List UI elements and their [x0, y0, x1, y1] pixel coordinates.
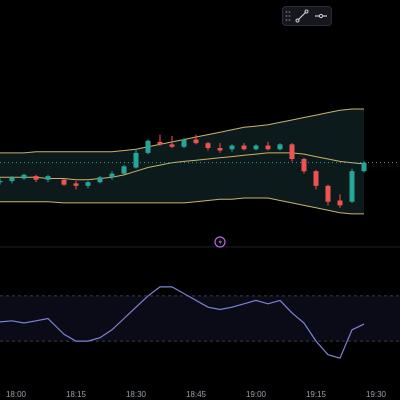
candle	[277, 143, 283, 151]
candle	[217, 143, 223, 153]
time-axis-tick-label: 19:30	[366, 390, 387, 399]
candle	[253, 144, 259, 151]
candle-body	[205, 143, 211, 149]
candle	[0, 178, 3, 185]
candle	[193, 134, 199, 145]
time-axis-tick-label: 19:00	[246, 390, 267, 399]
candle-body	[45, 176, 51, 180]
candle-body	[253, 145, 259, 150]
candle	[265, 141, 271, 151]
candle-body	[33, 176, 39, 180]
candle-body	[265, 145, 271, 150]
candle-body	[0, 180, 3, 183]
candle-body	[277, 144, 283, 150]
trend-line-button[interactable]	[293, 7, 312, 25]
candle-body	[61, 179, 67, 185]
drag-handle[interactable]	[283, 7, 293, 25]
event-marker[interactable]	[214, 236, 226, 248]
candle	[97, 176, 103, 184]
trend-line-icon	[295, 9, 309, 23]
candle	[361, 161, 367, 173]
candle	[121, 165, 127, 175]
candle-body	[289, 144, 295, 159]
candle-body	[349, 171, 355, 202]
rsi-band-background	[0, 295, 400, 342]
candle-body	[85, 182, 91, 186]
candles-group	[0, 134, 367, 208]
candle-body	[133, 152, 139, 168]
candle-body	[325, 185, 331, 202]
candle-body	[337, 200, 343, 206]
lightning-icon	[218, 238, 222, 246]
drawing-toolbar	[282, 6, 332, 26]
candle-body	[109, 173, 115, 178]
time-axis-tick-label: 18:45	[186, 390, 207, 399]
candle	[349, 168, 355, 203]
candle-body	[121, 166, 127, 174]
candle	[205, 141, 211, 151]
rsi-pane[interactable]	[0, 286, 400, 359]
candle	[229, 144, 235, 152]
candle	[33, 174, 39, 183]
candle	[157, 134, 163, 146]
candle	[289, 143, 295, 162]
candle	[181, 138, 187, 149]
candle	[313, 169, 319, 190]
candle-body	[313, 171, 319, 186]
time-axis-tick-label: 18:30	[126, 390, 147, 399]
candle-body	[157, 141, 163, 145]
time-axis-tick-label: 18:00	[6, 390, 27, 399]
horizontal-line-button[interactable]	[312, 7, 331, 25]
candle	[45, 174, 51, 183]
candle-body	[9, 177, 15, 181]
candle	[109, 171, 115, 180]
horizontal-line-icon	[315, 13, 328, 19]
candle	[169, 135, 175, 149]
candle-body	[169, 144, 175, 147]
candle	[337, 194, 343, 208]
candle	[301, 157, 307, 174]
time-axis-tick-label: 19:15	[306, 390, 327, 399]
candle-body	[193, 139, 199, 144]
candle-body	[241, 145, 247, 150]
time-axis-tick-label: 18:15	[66, 390, 87, 399]
candle-body	[21, 174, 27, 179]
candle-body	[361, 162, 367, 172]
drag-handle-icon	[285, 11, 291, 21]
candle-body	[301, 159, 307, 172]
candle	[73, 180, 79, 190]
event-marker-ring	[214, 236, 226, 248]
price-pane[interactable]	[0, 108, 400, 248]
candle	[85, 180, 91, 189]
candle-body	[73, 183, 79, 186]
candle	[21, 173, 27, 180]
candle	[133, 149, 139, 169]
rsi-line	[0, 286, 365, 359]
candle-body	[181, 139, 187, 147]
candle	[9, 176, 15, 184]
candle-body	[229, 145, 235, 150]
bollinger-middle-line	[0, 152, 365, 181]
candle	[241, 143, 247, 151]
candle	[61, 178, 67, 186]
candle-body	[145, 140, 151, 153]
time-axis[interactable]: 18:0018:1518:3018:4519:0019:1519:3019:45…	[6, 390, 400, 399]
candle	[145, 139, 151, 155]
candle-body	[97, 177, 103, 183]
candle-body	[217, 148, 223, 151]
candle	[325, 184, 331, 206]
bollinger-lower-line	[0, 197, 364, 215]
